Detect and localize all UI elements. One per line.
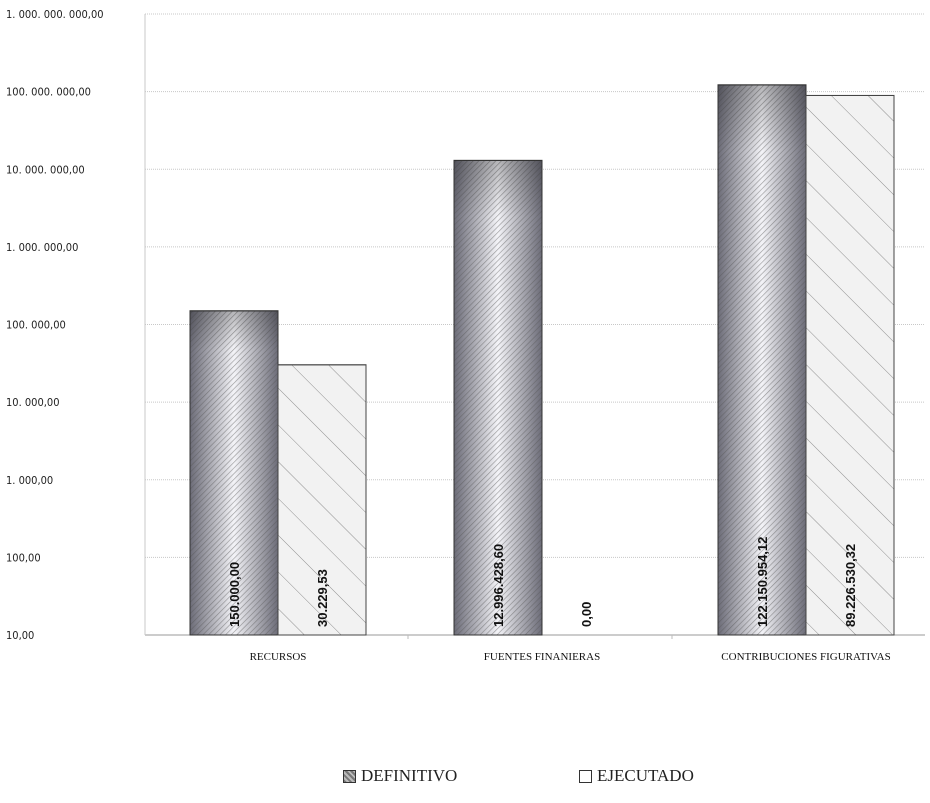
legend-swatch-definitivo <box>343 769 356 783</box>
data-label: 0,00 <box>579 602 594 627</box>
x-category-label: FUENTES FINANIERAS <box>484 651 600 663</box>
data-label: 12.996.428,60 <box>491 544 506 627</box>
legend-label-ejecutado: EJECUTADO <box>597 766 694 785</box>
bar-definitivo-shade <box>190 310 278 635</box>
bars <box>189 84 895 636</box>
y-tick-label: 10. 000,00 <box>6 396 60 409</box>
y-tick-label: 100,00 <box>6 551 41 564</box>
x-axis-categories: RECURSOS FUENTES FINANIERAS CONTRIBUCIONES… <box>250 635 891 663</box>
x-category-label: RECURSOS <box>250 651 307 663</box>
legend-label-definitivo: DEFINITIVO <box>361 766 458 785</box>
legend-swatch-ejecutado <box>579 769 592 783</box>
y-tick-label: 1. 000. 000. 000,00 <box>6 8 104 21</box>
y-tick-label: 100. 000,00 <box>6 319 66 332</box>
data-labels: 150.000,00 30.229,53 12.996.428,60 0,00 122.… <box>227 537 858 627</box>
y-tick-label: 100. 000. 000,00 <box>6 86 91 99</box>
bar-definitivo-shade <box>718 84 806 635</box>
legend-item-definitivo: DEFINITIVO <box>343 766 457 786</box>
data-label: 89.226.530,32 <box>843 544 858 627</box>
legend-item-ejecutado: EJECUTADO <box>579 766 694 786</box>
y-tick-label: 10,00 <box>6 629 34 642</box>
y-tick-label: 10. 000. 000,00 <box>6 163 85 176</box>
y-tick-label: 1. 000,00 <box>6 474 53 487</box>
legend: DEFINITIVO EJECUTADO <box>0 766 930 796</box>
bar-ejecutado-hatch <box>278 364 366 635</box>
data-label: 30.229,53 <box>315 569 330 627</box>
bar-definitivo-shade <box>454 160 542 635</box>
bar-ejecutado <box>277 364 367 636</box>
y-axis: 10,00 100,00 1. 000,00 10. 000,00 100. 000,0… <box>6 8 146 642</box>
bar-ejecutado <box>805 94 895 636</box>
bar-definitivo <box>453 159 543 636</box>
data-label: 122.150.954,12 <box>755 537 770 627</box>
x-category-label: CONTRIBUCIONES FIGURATIVAS <box>721 651 890 663</box>
bar-ejecutado-hatch <box>806 95 894 636</box>
y-tick-label: 1. 000. 000,00 <box>6 241 78 254</box>
data-label: 150.000,00 <box>227 562 242 627</box>
